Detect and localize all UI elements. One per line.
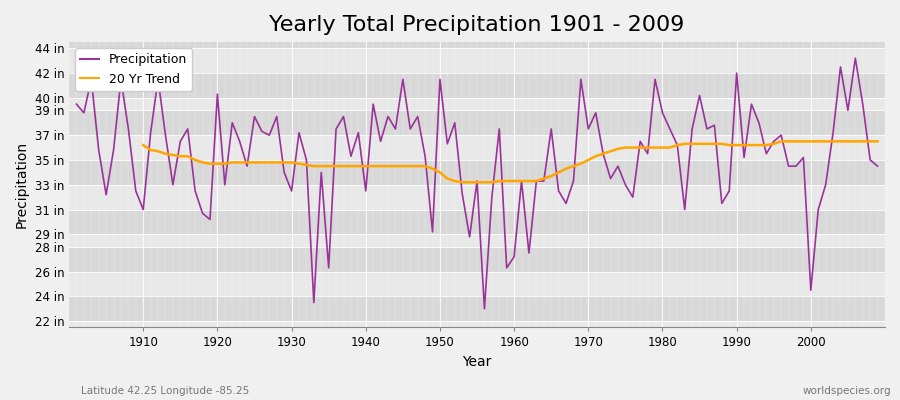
Bar: [69, 98, 885, 110]
Bar: [69, 210, 885, 234]
Text: worldspecies.org: worldspecies.org: [803, 386, 891, 396]
Bar: [69, 234, 885, 247]
Bar: [69, 42, 885, 48]
Bar: [69, 73, 885, 98]
Bar: [69, 160, 885, 185]
X-axis label: Year: Year: [463, 355, 491, 369]
Bar: [69, 135, 885, 160]
Title: Yearly Total Precipitation 1901 - 2009: Yearly Total Precipitation 1901 - 2009: [269, 15, 685, 35]
Y-axis label: Precipitation: Precipitation: [15, 141, 29, 228]
Bar: [69, 185, 885, 210]
Bar: [69, 321, 885, 328]
Legend: Precipitation, 20 Yr Trend: Precipitation, 20 Yr Trend: [76, 48, 193, 91]
Bar: [69, 48, 885, 73]
Bar: [69, 110, 885, 135]
Bar: [69, 296, 885, 321]
Text: Latitude 42.25 Longitude -85.25: Latitude 42.25 Longitude -85.25: [81, 386, 249, 396]
Bar: [69, 272, 885, 296]
Bar: [69, 247, 885, 272]
